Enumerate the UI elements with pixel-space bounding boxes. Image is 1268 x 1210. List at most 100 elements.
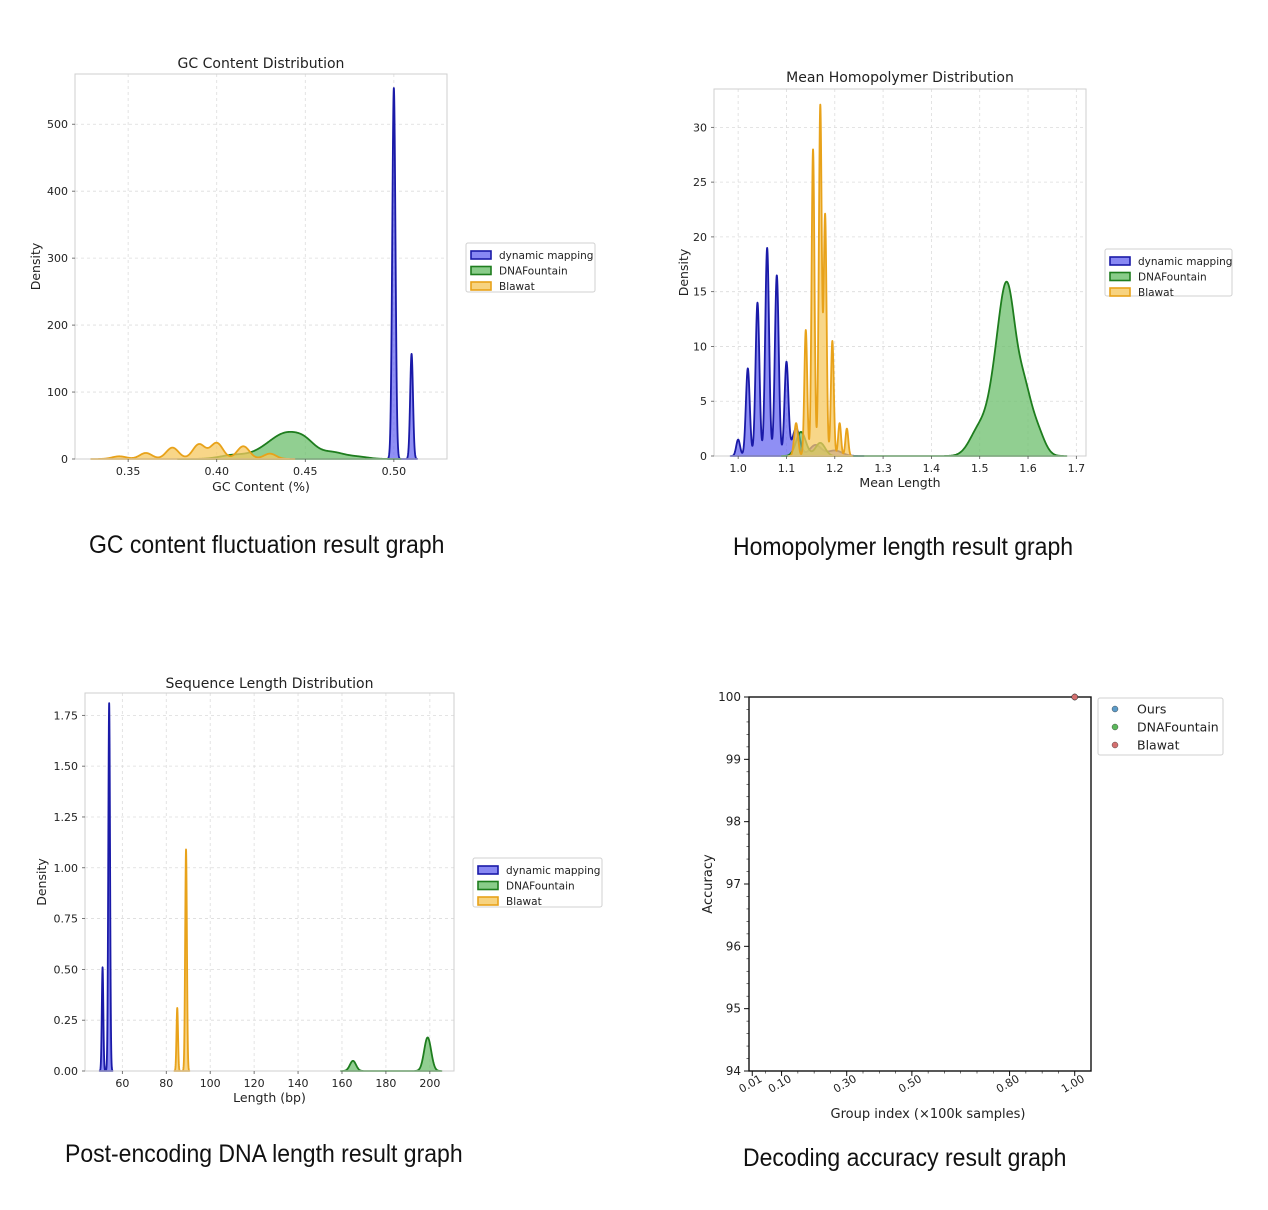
gc-series-blawat: [90, 441, 296, 460]
homo-legend: dynamic mapping DNAFountain Blawat: [1104, 248, 1233, 299]
gc-ytick-label: 500: [47, 118, 68, 131]
homo-legend-label-dnafountain: DNAFountain: [1138, 272, 1207, 284]
homo-ylabel: Density: [676, 248, 691, 296]
homo-xtick-label: 1.1: [778, 462, 796, 475]
len-xtick-label: 180: [375, 1077, 396, 1090]
homo-xtick-label: 1.0: [729, 462, 747, 475]
gc-frame: [74, 73, 448, 460]
len-xlabel: Length (bp): [233, 1090, 306, 1105]
len-legend-swatch-dynamic_mapping: [477, 865, 499, 875]
acc-ylabel: Accuracy: [701, 854, 716, 914]
caption-dna-length: Post-encoding DNA length result graph: [65, 1140, 463, 1168]
acc-ytick-label: 96: [726, 939, 741, 953]
homo-ytick-label: 15: [693, 286, 707, 299]
acc-xlabel: Group index (×100k samples): [831, 1107, 1026, 1122]
gc-xtick-label: 0.45: [293, 465, 318, 478]
gc-xtick-label: 0.40: [204, 465, 229, 478]
len-ytick-label: 0.75: [54, 913, 79, 926]
homo-ytick-label: 10: [693, 340, 707, 353]
gc-ytick-label: 100: [47, 386, 68, 399]
homo-xtick-label: 1.5: [971, 462, 989, 475]
gc-legend: dynamic mapping DNAFountain Blawat: [465, 242, 596, 293]
homo-legend-label-blawat: Blawat: [1138, 287, 1174, 299]
gc-ytick-label: 0: [61, 453, 68, 466]
len-ytick-label: 1.25: [54, 811, 79, 824]
len-legend-swatch-dnafountain: [477, 880, 499, 891]
homo-ytick-label: 0: [700, 450, 707, 463]
len-xtick-label: 100: [200, 1077, 221, 1090]
homo-legend-label-dynamic_mapping: dynamic mapping: [1138, 256, 1232, 268]
len-xtick-label: 80: [159, 1077, 173, 1090]
homo-legend-swatch-dynamic_mapping: [1109, 256, 1131, 266]
len-legend-label-dynamic_mapping: dynamic mapping: [506, 865, 600, 877]
homo-legend-box: [1104, 248, 1233, 297]
len-legend-swatch-blawat: [477, 896, 499, 906]
acc-legend-label-blawat_dot: Blawat: [1137, 738, 1180, 753]
gc-ytick-label: 400: [47, 185, 68, 198]
homo-ytick-label: 30: [693, 121, 707, 134]
len-xtick-label: 60: [115, 1077, 129, 1090]
gc-ytick-label: 300: [47, 252, 68, 265]
len-legend: dynamic mapping DNAFountain Blawat: [472, 857, 603, 908]
acc-xtick-label: 0.80: [994, 1072, 1022, 1096]
acc-point-blawat_dot: [1071, 693, 1078, 701]
acc-ytick-label: 100: [718, 690, 741, 704]
gc-title: GC Content Distribution: [178, 56, 345, 72]
gc-series-dynamic_mapping: [386, 87, 419, 460]
homo-ytick-label: 20: [693, 231, 707, 244]
gc-ytick-label: 200: [47, 319, 68, 332]
homo-ytick-label: 25: [693, 176, 707, 189]
gc-content-chart: 0.35 0.40 0.45 0.50 0 100 200 300 400 500 GC Conte…: [28, 56, 596, 494]
homo-xtick-label: 1.3: [874, 462, 892, 475]
len-legend-label-dnafountain: DNAFountain: [506, 881, 575, 893]
gc-legend-swatch-dnafountain: [470, 265, 492, 276]
homo-xtick-label: 1.7: [1068, 462, 1086, 475]
gc-legend-swatch-dynamic_mapping: [470, 250, 492, 260]
gc-ylabel: Density: [28, 242, 43, 290]
caption-decoding-accuracy: Decoding accuracy result graph: [743, 1144, 1067, 1172]
acc-xtick-label: 1.00: [1059, 1072, 1087, 1096]
acc-ytick-label: 97: [726, 877, 741, 891]
len-xtick-label: 160: [331, 1077, 352, 1090]
gc-legend-box: [465, 242, 596, 293]
homo-legend-swatch-dnafountain: [1109, 271, 1131, 282]
len-xtick-label: 120: [244, 1077, 265, 1090]
len-xtick-label: 200: [419, 1077, 440, 1090]
acc-xtick-label: 0.50: [896, 1072, 924, 1096]
gc-legend-swatch-blawat: [470, 281, 492, 291]
gc-legend-label-blawat: Blawat: [499, 281, 535, 293]
len-ytick-label: 1.50: [54, 760, 79, 773]
len-ytick-label: 1.75: [54, 709, 79, 722]
len-ytick-label: 1.00: [54, 862, 79, 875]
len-ytick-label: 0.00: [54, 1065, 79, 1078]
acc-legend-marker-dnaf_dot: [1111, 723, 1119, 731]
len-title: Sequence Length Distribution: [166, 676, 374, 692]
len-ytick-label: 0.50: [54, 963, 79, 976]
len-legend-box: [472, 857, 603, 908]
len-ytick-label: 0.25: [54, 1014, 79, 1027]
acc-ytick-label: 95: [726, 1002, 741, 1016]
gc-legend-label-dnafountain: DNAFountain: [499, 266, 568, 278]
homo-xtick-label: 1.4: [923, 462, 941, 475]
acc-ytick-label: 99: [726, 752, 741, 766]
acc-legend-marker-blawat_dot: [1111, 741, 1119, 749]
acc-frame: [748, 696, 1092, 1072]
acc-xtick-label: 0.10: [766, 1072, 794, 1096]
homo-series-blawat: [787, 103, 854, 457]
len-series-dynamic_mapping: [98, 702, 114, 1072]
acc-ytick-label: 94: [726, 1064, 741, 1078]
gc-xtick-label: 0.35: [116, 465, 141, 478]
homopolymer-chart: 1.0 1.1 1.2 1.3 1.4 1.5 1.6 1.7 0 5 10 15 20 25 30 Mean…: [676, 70, 1233, 490]
homo-xtick-label: 1.2: [826, 462, 844, 475]
acc-legend: Ours DNAFountain Blawat: [1097, 697, 1224, 756]
gc-xtick-label: 0.50: [382, 465, 407, 478]
caption-gc-content: GC content fluctuation result graph: [89, 531, 445, 559]
len-series-dnafountain: [339, 1036, 443, 1072]
homo-title: Mean Homopolymer Distribution: [786, 70, 1014, 86]
acc-ytick-label: 98: [726, 815, 741, 829]
homo-xtick-label: 1.6: [1019, 462, 1037, 475]
homo-ytick-label: 5: [700, 395, 707, 408]
acc-legend-label-ours_dot: Ours: [1137, 702, 1166, 717]
